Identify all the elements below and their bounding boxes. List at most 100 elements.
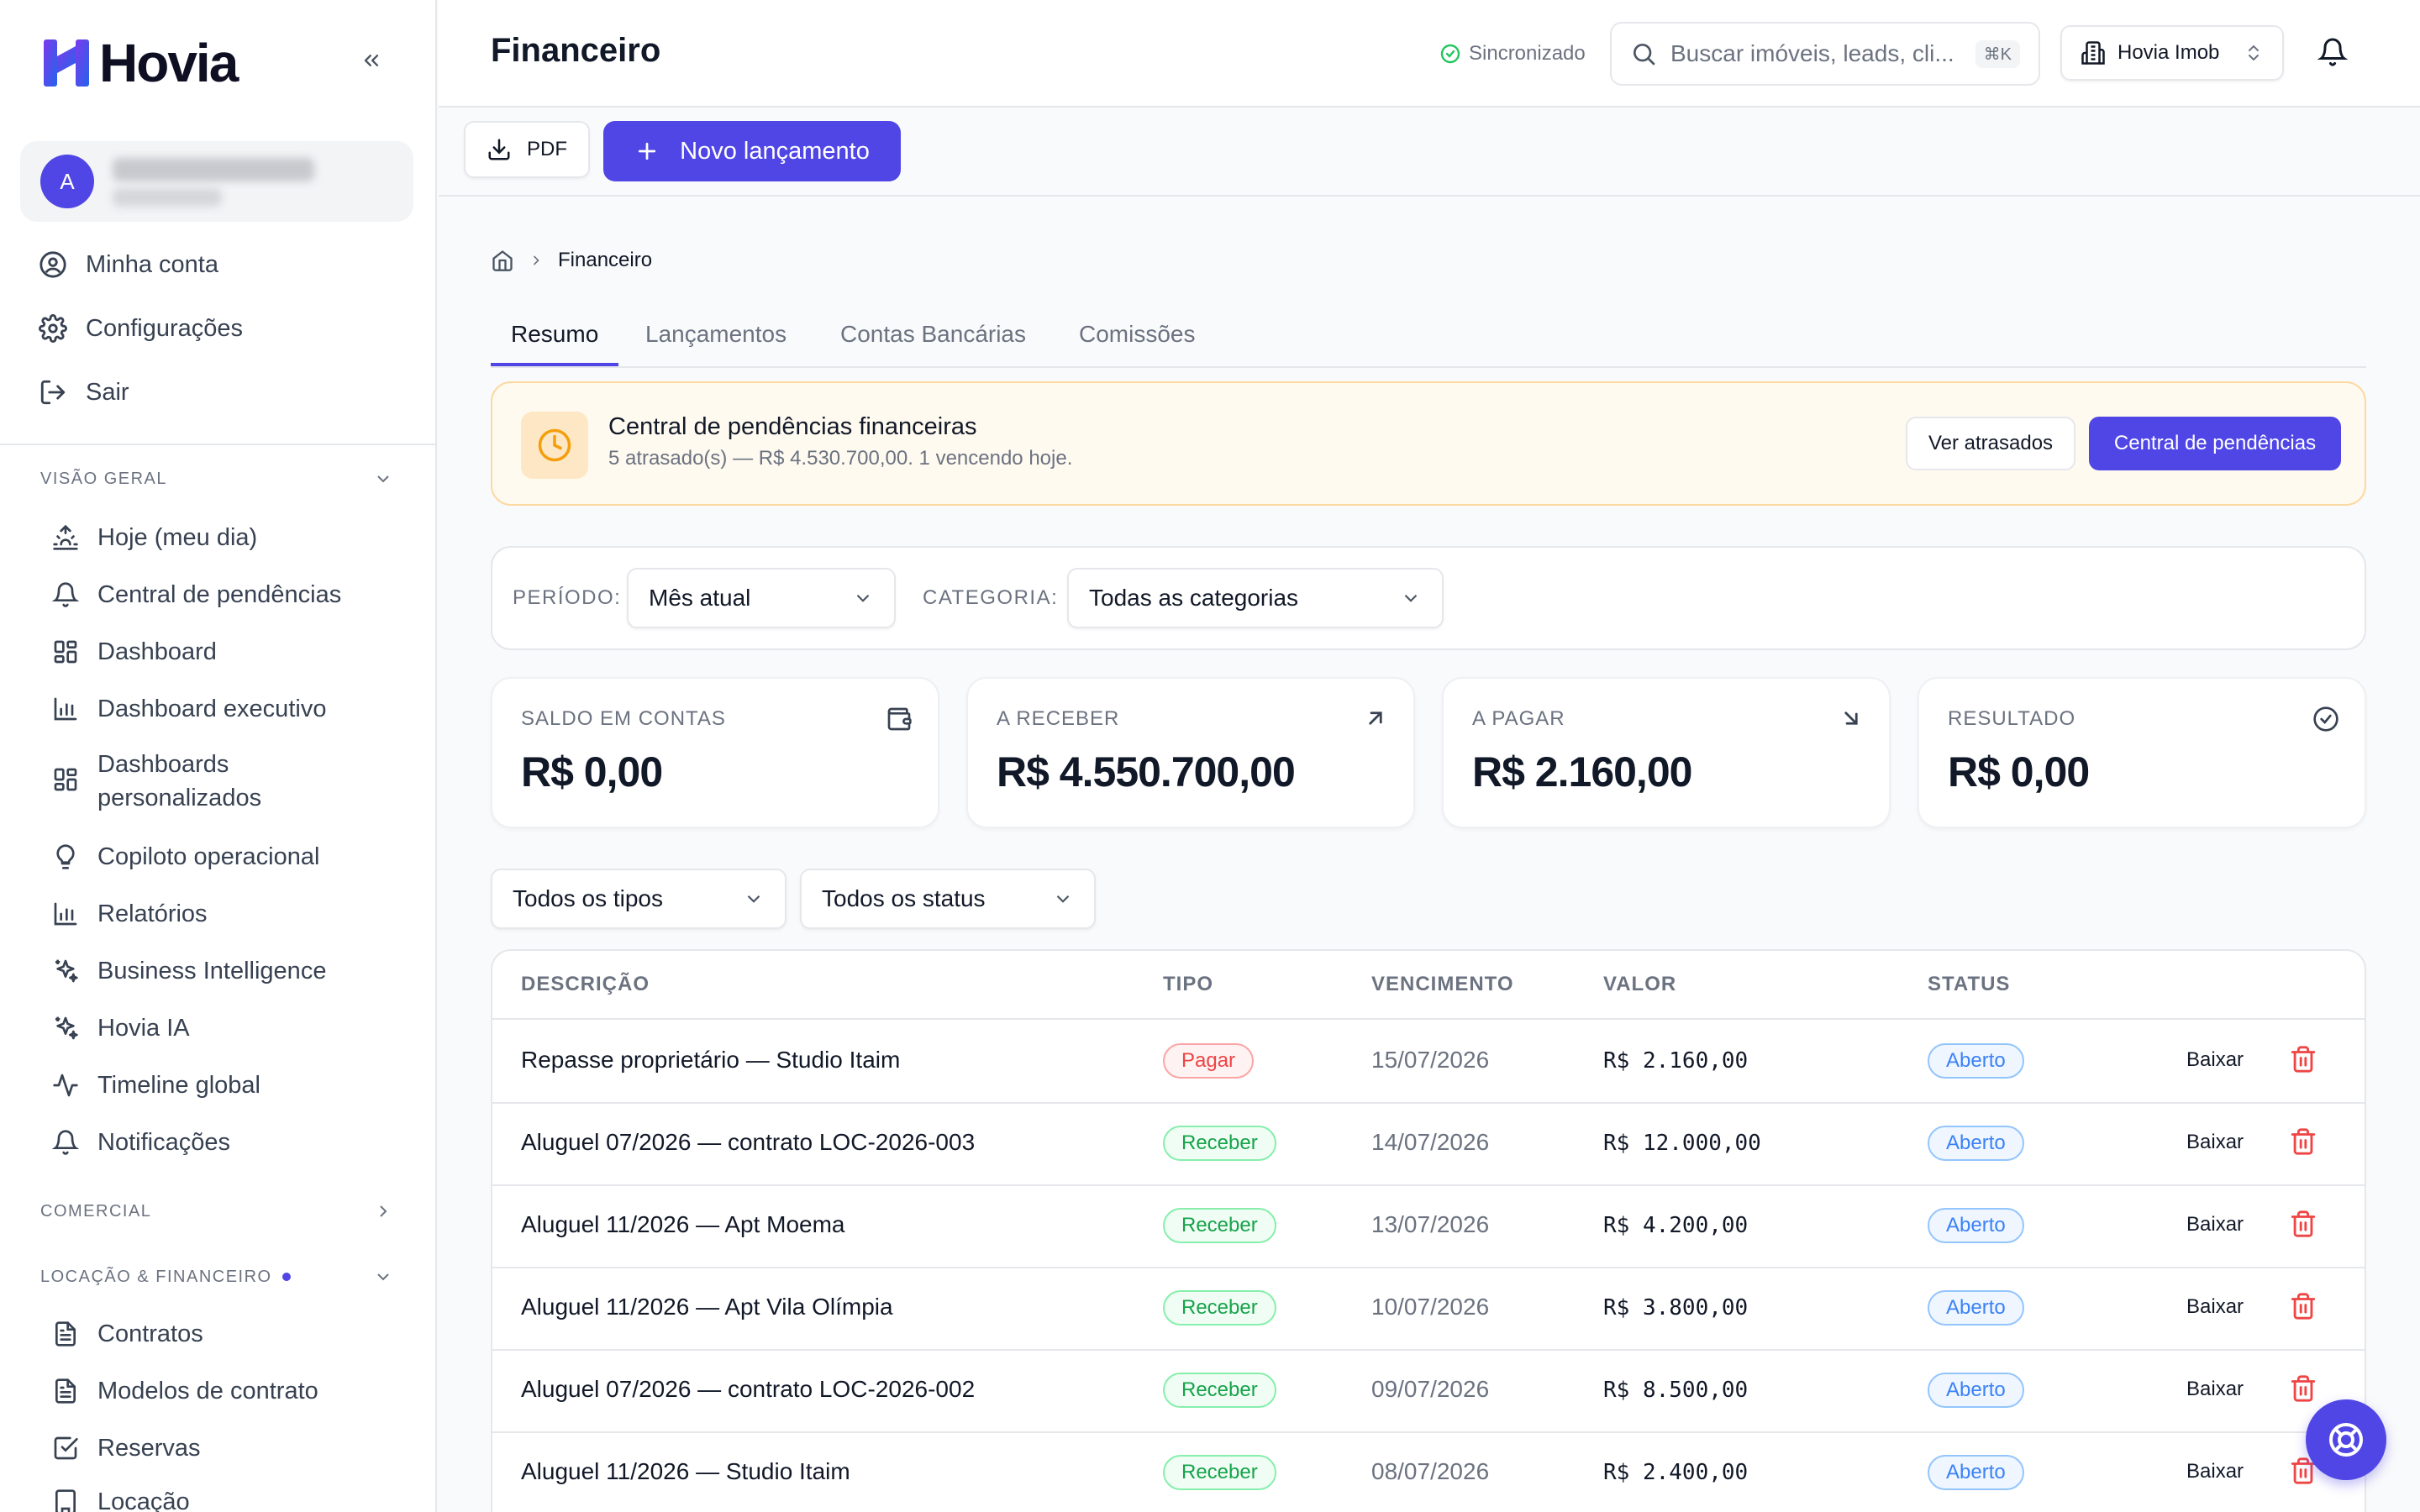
export-pdf-label: PDF — [527, 138, 567, 160]
kpi-payable-label: A PAGAR — [1472, 707, 1565, 730]
col-status: STATUS — [1928, 973, 2011, 995]
building-icon — [55, 1489, 76, 1512]
row-due-date: 10/07/2026 — [1371, 1294, 1490, 1320]
kpi-result-value: R$ 0,00 — [1948, 748, 2090, 795]
settle-button[interactable]: Baixar — [2186, 1213, 2244, 1236]
tab-summary[interactable]: Resumo — [511, 321, 599, 347]
logout-icon — [40, 380, 66, 405]
nav-exec-dashboard-label: Dashboard executivo — [97, 696, 327, 722]
type-badge: Receber — [1163, 1455, 1276, 1490]
type-badge: Receber — [1163, 1208, 1276, 1243]
nav-dashboard[interactable]: Dashboard — [52, 635, 217, 669]
nav-timeline[interactable]: Timeline global — [52, 1068, 260, 1102]
table-row[interactable]: Aluguel 11/2026 — Studio Itaim Receber 0… — [492, 1433, 2365, 1512]
gear-icon — [39, 314, 67, 343]
bar-chart-icon — [54, 902, 77, 926]
status-filter-select[interactable]: Todos os status — [800, 869, 1096, 929]
trash-icon[interactable] — [2289, 1457, 2317, 1485]
home-icon[interactable] — [491, 249, 514, 272]
menu-settings[interactable]: Configurações — [39, 307, 243, 349]
trash-icon[interactable] — [2289, 1045, 2317, 1074]
table-header: DESCRIÇÃO TIPO VENCIMENTO VALOR STATUS — [492, 951, 2365, 1020]
trash-icon[interactable] — [2289, 1210, 2317, 1238]
nav-rental[interactable]: Locação — [52, 1485, 190, 1512]
table-row[interactable]: Aluguel 07/2026 — contrato LOC-2026-002 … — [492, 1351, 2365, 1433]
settle-button[interactable]: Baixar — [2186, 1295, 2244, 1318]
new-entry-button[interactable]: Novo lançamento — [603, 121, 901, 181]
table-row[interactable]: Repasse proprietário — Studio Itaim Paga… — [492, 1021, 2365, 1104]
table-row[interactable]: Aluguel 11/2026 — Apt Vila Olímpia Receb… — [492, 1268, 2365, 1351]
collapse-sidebar-button[interactable] — [355, 44, 388, 77]
nav-contracts[interactable]: Contratos — [52, 1317, 203, 1351]
bar-chart-icon — [54, 697, 77, 721]
type-filter-select[interactable]: Todos os tipos — [491, 869, 786, 929]
section-rental-header[interactable]: LOCAÇÃO & FINANCEIRO — [40, 1267, 393, 1287]
nav-today[interactable]: Hoje (meu dia) — [52, 521, 257, 554]
nav-reservations-label: Reservas — [97, 1435, 201, 1462]
chevron-down-icon — [1056, 895, 1070, 903]
status-badge: Aberto — [1928, 1126, 2024, 1161]
nav-bi[interactable]: Business Intelligence — [52, 954, 326, 988]
row-description: Aluguel 11/2026 — Studio Itaim — [521, 1458, 850, 1484]
bell-icon — [52, 1130, 79, 1155]
hovia-logo[interactable]: Hovia — [42, 32, 239, 94]
search-input[interactable]: Buscar imóveis, leads, cli... ⌘K — [1610, 22, 2040, 86]
avatar: A — [40, 155, 94, 208]
trash-icon[interactable] — [2289, 1374, 2317, 1403]
nav-contract-templates[interactable]: Modelos de contrato — [52, 1374, 318, 1408]
nav-notifications[interactable]: Notificações — [52, 1126, 230, 1159]
menu-logout-label: Sair — [86, 378, 129, 406]
brand-name: Hovia — [99, 33, 239, 93]
nav-reports[interactable]: Relatórios — [52, 897, 208, 931]
trash-icon[interactable] — [2289, 1127, 2317, 1156]
settle-button[interactable]: Baixar — [2186, 1378, 2244, 1400]
status-badge: Aberto — [1928, 1043, 2024, 1079]
kpi-payable-value: R$ 2.160,00 — [1472, 748, 1692, 795]
col-description: DESCRIÇÃO — [521, 973, 650, 995]
help-button[interactable] — [2306, 1399, 2386, 1480]
nav-copilot[interactable]: Copiloto operacional — [52, 840, 319, 874]
hovia-logo-icon — [44, 39, 89, 87]
chevrons-up-down-icon — [2249, 45, 2259, 61]
table-row[interactable]: Aluguel 11/2026 — Apt Moema Receber 13/0… — [492, 1186, 2365, 1268]
sparkles-icon — [55, 1016, 78, 1040]
menu-logout[interactable]: Sair — [39, 371, 129, 413]
tab-entries[interactable]: Lançamentos — [645, 321, 787, 347]
settle-button[interactable]: Baixar — [2186, 1048, 2244, 1071]
nav-contract-templates-label: Modelos de contrato — [97, 1378, 318, 1404]
notifications-button[interactable] — [2317, 37, 2349, 71]
section-rental-title: LOCAÇÃO & FINANCEIRO — [40, 1267, 272, 1286]
view-overdue-button[interactable]: Ver atrasados — [1906, 417, 2075, 470]
org-selector[interactable]: Hovia Imob — [2060, 25, 2284, 81]
category-select[interactable]: Todas as categorias — [1067, 568, 1444, 628]
pending-center-button[interactable]: Central de pendências — [2089, 417, 2341, 470]
kpi-balance: SALDO EM CONTAS R$ 0,00 — [491, 677, 939, 828]
alert-subtitle: 5 atrasado(s) — R$ 4.530.700,00. 1 vence… — [608, 447, 1073, 470]
export-pdf-button[interactable]: PDF — [464, 121, 590, 178]
clock-icon — [538, 428, 571, 462]
check-circle-icon — [2313, 706, 2338, 732]
kpi-balance-value: R$ 0,00 — [521, 748, 663, 795]
nav-dashboard-label: Dashboard — [97, 638, 217, 665]
settle-button[interactable]: Baixar — [2186, 1131, 2244, 1153]
kpi-receivable-label: A RECEBER — [997, 707, 1120, 730]
status-badge: Aberto — [1928, 1455, 2024, 1490]
trash-icon[interactable] — [2289, 1292, 2317, 1320]
col-value: VALOR — [1603, 973, 1677, 995]
user-card[interactable]: A — [20, 141, 413, 222]
section-commercial-header[interactable]: COMERCIAL — [40, 1201, 393, 1221]
table-row[interactable]: Aluguel 07/2026 — contrato LOC-2026-003 … — [492, 1104, 2365, 1186]
period-select[interactable]: Mês atual — [627, 568, 896, 628]
menu-my-account[interactable]: Minha conta — [39, 244, 218, 286]
nav-exec-dashboard[interactable]: Dashboard executivo — [52, 692, 326, 726]
tab-commissions[interactable]: Comissões — [1079, 321, 1196, 347]
nav-hovia-ai-label: Hovia IA — [97, 1015, 190, 1042]
tab-bank-accounts[interactable]: Contas Bancárias — [840, 321, 1027, 347]
section-overview-header[interactable]: VISÃO GERAL — [40, 469, 393, 489]
download-icon — [488, 139, 510, 160]
nav-pending-center[interactable]: Central de pendências — [52, 578, 341, 612]
nav-custom-dashboards[interactable]: Dashboards personalizados — [52, 748, 304, 815]
settle-button[interactable]: Baixar — [2186, 1460, 2244, 1483]
nav-hovia-ai[interactable]: Hovia IA — [52, 1011, 190, 1045]
nav-reservations[interactable]: Reservas — [52, 1431, 201, 1465]
